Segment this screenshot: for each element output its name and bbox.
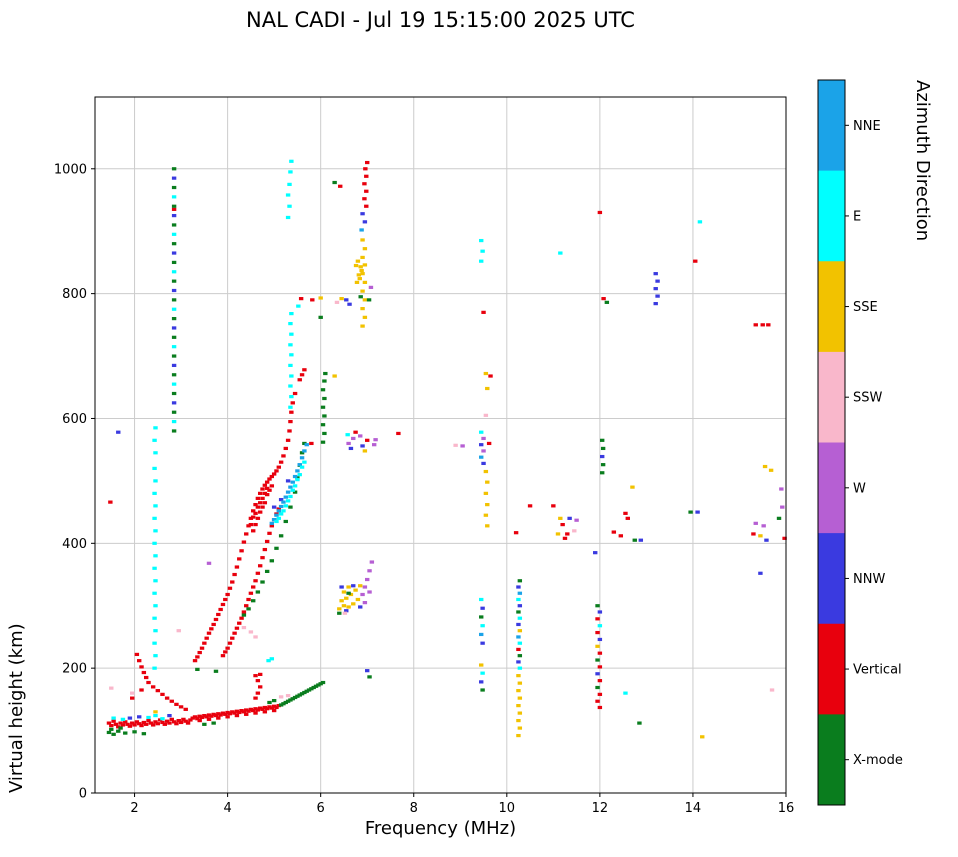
- svg-text:2: 2: [130, 801, 138, 816]
- svg-text:800: 800: [62, 287, 87, 302]
- axis-tick-labels: 2 4 6 8 10 12 14 16 0 200 400 600 800 1000: [54, 162, 794, 816]
- svg-text:400: 400: [62, 537, 87, 552]
- colorbar-tick-label: SSW: [853, 391, 883, 406]
- svg-text:600: 600: [62, 412, 87, 427]
- grid-lines: [95, 97, 787, 794]
- plot-border: [94, 96, 787, 794]
- colorbar-tick-label: X-mode: [853, 753, 903, 768]
- colorbar-segment-SSW: [818, 351, 845, 443]
- colorbar-segment-NNE: [818, 80, 845, 172]
- svg-text:0: 0: [79, 787, 87, 802]
- colorbar-tick-label: NNW: [853, 572, 885, 587]
- figure-title: NAL CADI - Jul 19 15:15:00 2025 UTC: [246, 8, 635, 32]
- colorbar-segment-X-mode: [818, 714, 845, 806]
- colorbar-segment-NNW: [818, 533, 845, 625]
- colorbar: NNE E SSE SSW W NNW Vertical X-mode: [817, 79, 903, 806]
- ionogram-points: [106, 159, 787, 739]
- axis-ticks: [91, 168, 787, 797]
- colorbar-segment-SSE: [818, 261, 845, 353]
- colorbar-segment-E: [818, 170, 845, 262]
- colorbar-tick-label: NNE: [853, 119, 881, 134]
- colorbar-segment-Vertical: [818, 623, 845, 715]
- colorbar-tick-label: E: [853, 209, 861, 224]
- svg-text:4: 4: [223, 801, 231, 816]
- svg-text:14: 14: [685, 801, 702, 816]
- svg-text:1000: 1000: [54, 162, 87, 177]
- svg-text:8: 8: [410, 801, 418, 816]
- svg-text:10: 10: [499, 801, 516, 816]
- svg-text:200: 200: [62, 662, 87, 677]
- colorbar-tick-label: W: [853, 481, 866, 496]
- svg-text:6: 6: [317, 801, 325, 816]
- svg-text:16: 16: [778, 801, 795, 816]
- colorbar-tick-label: SSE: [853, 300, 878, 315]
- svg-text:12: 12: [592, 801, 609, 816]
- colorbar-segment-W: [818, 442, 845, 534]
- colorbar-tick-label: Vertical: [853, 663, 902, 678]
- x-axis-label: Frequency (MHz): [364, 818, 517, 839]
- colorbar-label: Azimuth Direction: [912, 80, 933, 242]
